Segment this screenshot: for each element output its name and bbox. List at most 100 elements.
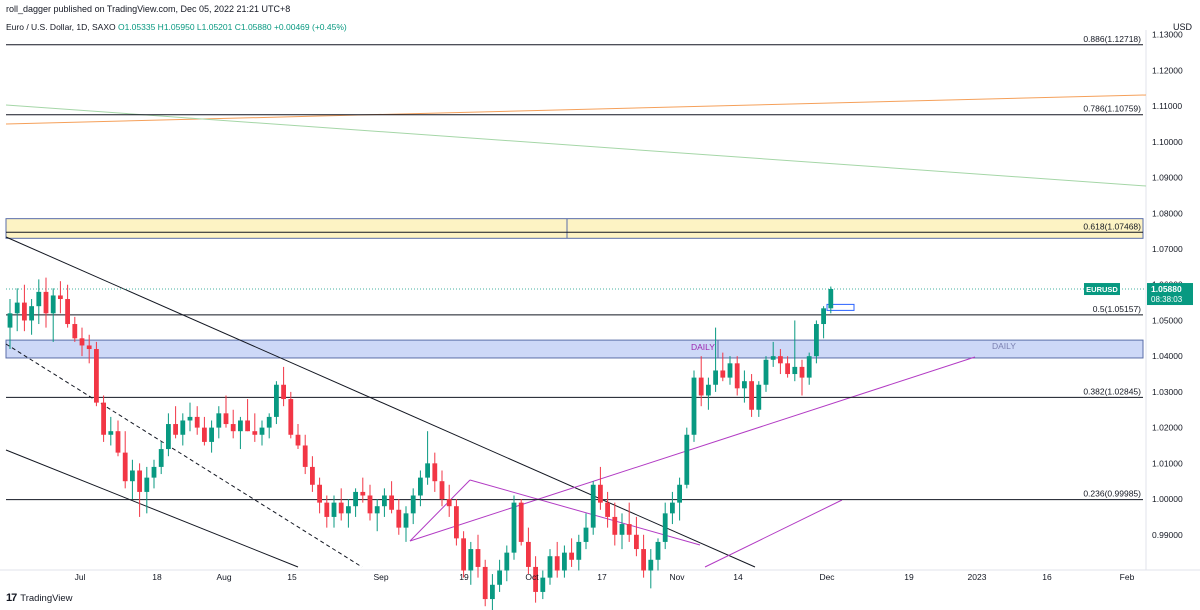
candle-body <box>151 466 157 478</box>
candle-body <box>756 384 762 410</box>
candle <box>576 534 582 571</box>
candle-body <box>410 495 416 514</box>
candle-body <box>504 552 510 571</box>
candle <box>86 334 92 364</box>
candle <box>122 431 128 489</box>
candle-body <box>425 463 430 478</box>
recent-range-box <box>826 303 855 311</box>
candle-body <box>626 524 632 535</box>
candle-body <box>749 381 754 410</box>
candle-body <box>562 552 567 571</box>
candle <box>173 406 178 439</box>
yellow-zone <box>5 218 1144 239</box>
candle-body <box>727 363 733 378</box>
candle <box>137 463 142 517</box>
candle-body <box>317 484 322 503</box>
candle-body <box>533 566 538 592</box>
candle-body <box>187 416 193 421</box>
candle-body <box>590 484 596 528</box>
candle-body <box>36 291 42 307</box>
candle-body <box>677 484 682 503</box>
y-tick-label: 1.11000 <box>1152 101 1182 111</box>
candle <box>389 481 394 514</box>
candle-body <box>662 513 668 542</box>
candle-body <box>698 377 704 396</box>
candle <box>598 466 603 510</box>
candle <box>230 409 236 439</box>
candle <box>115 420 121 457</box>
candle-body <box>14 302 20 314</box>
candle-body <box>331 502 337 517</box>
candle-body <box>295 434 301 446</box>
fib-label-0.382: 0.382(1.02845) <box>1083 386 1141 396</box>
candle <box>209 420 214 453</box>
candle-body <box>202 427 207 442</box>
candle <box>677 477 682 521</box>
candle-body <box>641 549 646 571</box>
candle-body <box>338 502 344 514</box>
candle-body <box>252 431 258 435</box>
daily-zone-label: DAILY <box>691 342 715 352</box>
candle <box>468 541 474 585</box>
candle <box>785 356 790 378</box>
candle <box>418 470 423 507</box>
y-tick-label: 1.12000 <box>1152 65 1183 75</box>
candle-body <box>130 470 135 482</box>
candle <box>238 416 243 450</box>
candle <box>151 459 157 489</box>
x-tick-label: 19 <box>904 572 914 582</box>
candle-body <box>691 377 697 435</box>
candle-body <box>439 481 445 500</box>
candle <box>662 502 668 550</box>
x-tick-label: 19 <box>459 572 469 582</box>
candle-body <box>432 463 438 482</box>
candle <box>259 420 265 446</box>
candle-body <box>374 506 380 514</box>
candle <box>266 413 272 439</box>
candle <box>302 434 308 475</box>
candle-body <box>454 506 459 539</box>
publisher-info: roll_dagger published on TradingView.com… <box>6 4 291 14</box>
candle-body <box>209 427 214 442</box>
grid <box>0 30 1200 571</box>
candle <box>58 281 63 314</box>
fib-label-0.786: 0.786(1.10759) <box>1083 104 1141 114</box>
symbol-title: Euro / U.S. Dollar, 1D, SAXO <box>6 22 116 32</box>
candle-body <box>353 491 358 507</box>
candle-body <box>216 413 222 428</box>
candle-body <box>79 338 85 346</box>
x-tick-label: Dec <box>819 572 835 582</box>
candle-body <box>180 420 186 435</box>
orange-trendline <box>5 94 1147 125</box>
candle <box>36 279 42 325</box>
candle <box>374 499 380 532</box>
candle <box>540 570 546 600</box>
candle <box>482 559 488 607</box>
candle <box>691 370 697 442</box>
candle-body <box>223 413 229 425</box>
candle <box>50 288 56 342</box>
candle <box>43 277 49 328</box>
candle-body <box>475 549 481 567</box>
tradingview-logo[interactable]: 17 TradingView <box>6 592 73 604</box>
candle <box>252 413 258 442</box>
y-tick-label: 1.13000 <box>1152 30 1183 40</box>
symbol-tag-label: EURUSD <box>1086 285 1118 294</box>
candle <box>338 488 344 521</box>
candle-body <box>72 324 78 339</box>
candle <box>605 491 610 528</box>
candle <box>202 416 207 446</box>
x-tick-label: Feb <box>1120 572 1135 582</box>
candle-body <box>382 495 387 507</box>
candle <box>763 356 769 392</box>
y-tick-label: 1.04000 <box>1152 351 1183 361</box>
candle <box>223 395 229 428</box>
candle-body <box>122 452 128 482</box>
fib-levels: 0.886(1.12718) 0.786(1.10759) 0.618(1.0746… <box>6 34 1143 501</box>
candle <box>144 466 150 514</box>
candle <box>612 502 618 546</box>
candle <box>619 513 625 550</box>
candle <box>504 545 510 582</box>
